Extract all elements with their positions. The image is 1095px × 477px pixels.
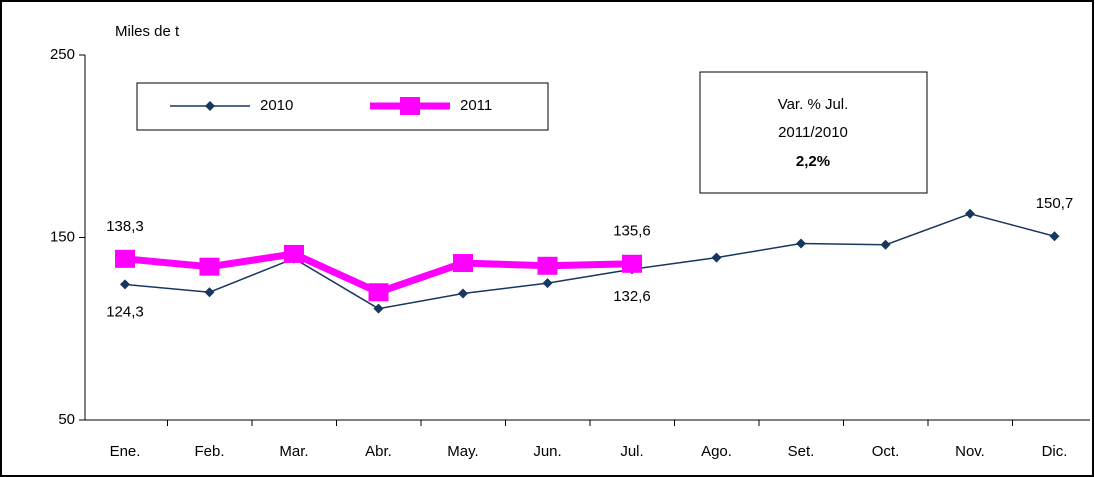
marker xyxy=(711,252,722,263)
marker xyxy=(115,249,135,268)
x-tick-label: Jul. xyxy=(620,443,643,460)
x-tick-label: May. xyxy=(447,443,478,460)
marker xyxy=(965,208,975,219)
y-tick-label: 150 xyxy=(50,228,75,245)
marker xyxy=(373,303,384,314)
y-tick-label: 250 xyxy=(50,46,75,63)
x-tick-label: Feb. xyxy=(194,443,224,460)
legend-marker xyxy=(400,97,420,115)
marker xyxy=(284,244,304,263)
marker xyxy=(1049,231,1060,242)
x-tick-label: Ago. xyxy=(701,443,732,460)
marker xyxy=(120,279,130,290)
data-label: 124,3 xyxy=(106,303,144,320)
annotation-box xyxy=(699,71,928,194)
x-tick-label: Mar. xyxy=(279,443,308,460)
x-tick-label: Jun. xyxy=(533,443,561,460)
legend-marker xyxy=(205,101,215,111)
y-axis-label: Miles de t xyxy=(115,23,180,40)
marker xyxy=(622,254,642,273)
x-tick-label: Ene. xyxy=(110,443,141,460)
annotation: 2,2% xyxy=(796,153,830,170)
marker xyxy=(199,257,220,276)
legend-label: 2010 xyxy=(260,97,293,114)
data-label: 150,7 xyxy=(1036,195,1074,212)
annotation: Var. % Jul. xyxy=(778,96,849,113)
line xyxy=(124,212,1055,310)
data-label: 132,6 xyxy=(613,288,651,305)
x-tick-label: Oct. xyxy=(872,443,900,460)
marker xyxy=(458,288,468,299)
x-tick-label: Set. xyxy=(788,443,815,460)
data-label: 138,3 xyxy=(106,218,144,235)
y-tick-label: 50 xyxy=(58,411,75,428)
annotation: 2011/2010 xyxy=(778,124,848,141)
marker xyxy=(880,239,891,250)
marker xyxy=(368,283,389,302)
x-tick-label: Dic. xyxy=(1042,443,1068,460)
legend-label: 2011 xyxy=(460,97,492,114)
marker xyxy=(796,238,806,249)
marker xyxy=(453,254,473,273)
marker xyxy=(204,287,215,298)
marker xyxy=(542,278,553,289)
x-tick-label: Abr. xyxy=(365,443,392,460)
x-tick-label: Nov. xyxy=(955,443,985,460)
data-label: 135,6 xyxy=(613,223,651,240)
marker xyxy=(537,256,558,275)
